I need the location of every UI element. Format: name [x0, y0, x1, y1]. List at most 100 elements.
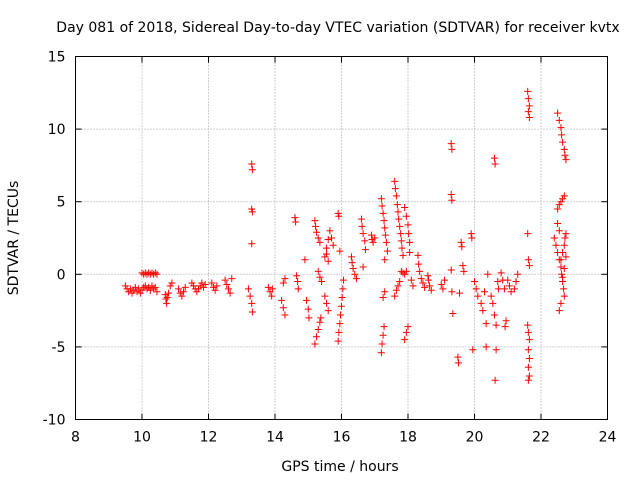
data-point: [131, 283, 139, 291]
data-point: [321, 253, 329, 261]
data-point: [427, 286, 435, 294]
data-point: [421, 283, 429, 291]
data-point: [381, 224, 389, 232]
data-point: [391, 292, 399, 300]
data-point: [165, 289, 173, 297]
data-point: [226, 289, 234, 297]
data-point: [198, 279, 206, 287]
data-point: [491, 376, 499, 384]
data-point: [448, 145, 456, 153]
data-point: [248, 205, 256, 213]
data-point: [162, 295, 170, 303]
data-point: [293, 272, 301, 280]
data-point: [133, 288, 141, 296]
data-point: [405, 230, 413, 238]
data-point: [121, 282, 129, 290]
data-point: [472, 285, 480, 293]
y-tick-label: 10: [48, 122, 66, 138]
data-point: [391, 185, 399, 193]
data-point: [328, 234, 336, 242]
data-point: [394, 282, 402, 290]
x-axis-title: GPS time / hours: [281, 459, 398, 475]
data-point: [367, 231, 375, 239]
data-point: [401, 270, 409, 278]
data-point: [524, 376, 532, 384]
data-point: [178, 292, 186, 300]
data-point: [221, 276, 229, 284]
data-point: [525, 336, 533, 344]
data-point: [268, 292, 276, 300]
data-point: [316, 318, 324, 326]
data-point: [512, 278, 520, 286]
data-point: [501, 323, 509, 331]
x-tick-label: 22: [532, 430, 550, 446]
data-point: [279, 279, 287, 287]
data-point: [379, 294, 387, 302]
data-point: [126, 285, 134, 293]
y-tick-label: 0: [57, 267, 66, 283]
data-point: [352, 275, 360, 283]
data-point: [560, 292, 568, 300]
data-point: [382, 238, 390, 246]
data-point: [279, 304, 287, 312]
data-point: [213, 282, 221, 290]
data-point: [555, 227, 563, 235]
data-point: [358, 222, 366, 230]
data-point: [559, 249, 567, 257]
data-point: [377, 349, 385, 357]
data-point: [487, 292, 495, 300]
data-point: [175, 285, 183, 293]
data-point: [448, 196, 456, 204]
data-point: [305, 314, 313, 322]
data-point: [393, 201, 401, 209]
data-point: [514, 270, 522, 278]
data-point: [329, 241, 337, 249]
y-tick-label: -10: [43, 413, 66, 429]
data-point: [351, 270, 359, 278]
data-point: [425, 276, 433, 284]
data-point: [337, 311, 345, 319]
data-point: [200, 283, 208, 291]
data-point: [138, 286, 146, 294]
data-point: [395, 215, 403, 223]
data-point: [562, 156, 570, 164]
data-point: [455, 359, 463, 367]
data-point: [334, 209, 342, 217]
data-point: [141, 282, 149, 290]
axis-ticks: [75, 56, 608, 420]
data-point: [168, 279, 176, 287]
data-point: [180, 288, 188, 296]
data-point: [494, 278, 502, 286]
y-tick-label: 15: [48, 50, 66, 66]
data-point: [404, 221, 412, 229]
data-point: [561, 234, 569, 242]
data-point: [248, 240, 256, 248]
data-point: [324, 257, 332, 265]
x-tick-label: 12: [200, 430, 218, 446]
data-point: [402, 267, 410, 275]
data-point: [228, 275, 236, 283]
data-point: [146, 286, 154, 294]
data-point: [324, 307, 332, 315]
data-point: [555, 116, 563, 124]
data-point: [208, 279, 216, 287]
data-point: [402, 212, 410, 220]
data-point: [417, 275, 425, 283]
data-point: [378, 202, 386, 210]
data-point: [246, 292, 254, 300]
x-tick-label: 8: [71, 430, 80, 446]
data-point: [135, 285, 143, 293]
data-point: [474, 292, 482, 300]
data-point: [415, 260, 423, 268]
data-point: [314, 234, 322, 242]
data-point: [554, 109, 562, 117]
data-point: [524, 328, 532, 336]
data-point: [458, 243, 466, 251]
data-point: [153, 288, 161, 296]
data-point: [145, 283, 153, 291]
data-point: [248, 299, 256, 307]
data-point: [136, 289, 144, 297]
data-point: [457, 238, 465, 246]
data-point: [524, 87, 532, 95]
data-point: [248, 208, 256, 216]
